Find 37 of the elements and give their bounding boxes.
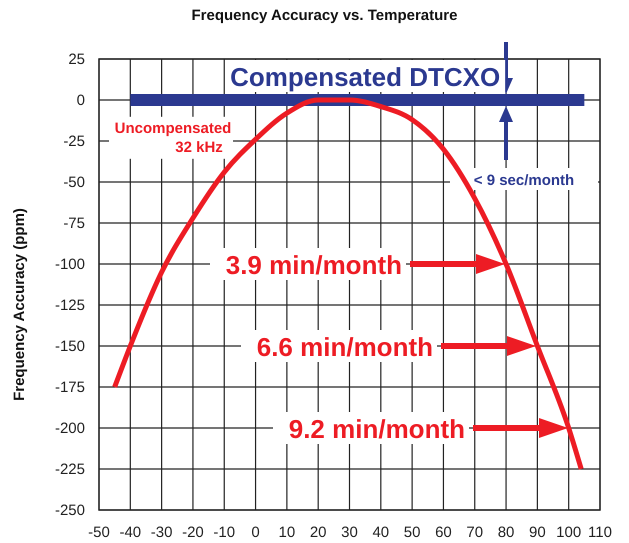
annotation: 9.2 min/month xyxy=(288,414,465,444)
x-tick-label: 40 xyxy=(372,524,390,541)
y-tick-label: -100 xyxy=(54,256,85,273)
annotation: 6.6 min/month xyxy=(256,332,433,362)
x-tick-label: 110 xyxy=(588,524,612,541)
x-tick-label: 30 xyxy=(341,524,358,541)
y-tick-label: -250 xyxy=(54,502,85,519)
y-tick-label: 0 xyxy=(76,92,85,109)
x-tick-label: 0 xyxy=(251,524,260,541)
annotation: 3.9 min/month xyxy=(226,250,402,280)
x-tick-label: 10 xyxy=(278,524,296,541)
x-tick-label: -40 xyxy=(119,524,142,541)
y-tick-label: -225 xyxy=(54,461,85,478)
x-tick-label: 80 xyxy=(498,524,514,541)
x-tick-label: 100 xyxy=(556,524,582,541)
series-label: Uncompensated 32 kHz xyxy=(114,120,232,156)
y-tick-label: -200 xyxy=(54,420,85,437)
annotation: < 9 sec/month xyxy=(474,172,574,189)
x-tick-label: -20 xyxy=(182,524,204,541)
x-tick-label: 60 xyxy=(435,524,452,541)
y-tick-label: -25 xyxy=(63,133,85,150)
x-tick-label: -10 xyxy=(213,524,236,541)
x-tick-label: 90 xyxy=(529,524,546,541)
x-tick-label: -30 xyxy=(150,524,172,541)
y-tick-label: -75 xyxy=(63,215,85,232)
y-axis-title: Frequency Accuracy (ppm) xyxy=(11,208,28,401)
y-tick-label: -125 xyxy=(54,297,85,314)
x-tick-label: 50 xyxy=(404,524,420,541)
y-tick-label: 25 xyxy=(68,51,85,68)
x-tick-label: 70 xyxy=(466,524,484,541)
y-tick-label: -175 xyxy=(54,379,85,396)
x-tick-label: -50 xyxy=(88,524,110,541)
y-tick-label: -50 xyxy=(63,174,85,191)
y-tick-label: -150 xyxy=(54,338,85,355)
chart-title: Frequency Accuracy vs. Temperature xyxy=(192,7,458,24)
legend-label: Compensated DTCXO xyxy=(230,62,500,92)
x-tick-label: 20 xyxy=(310,524,327,541)
